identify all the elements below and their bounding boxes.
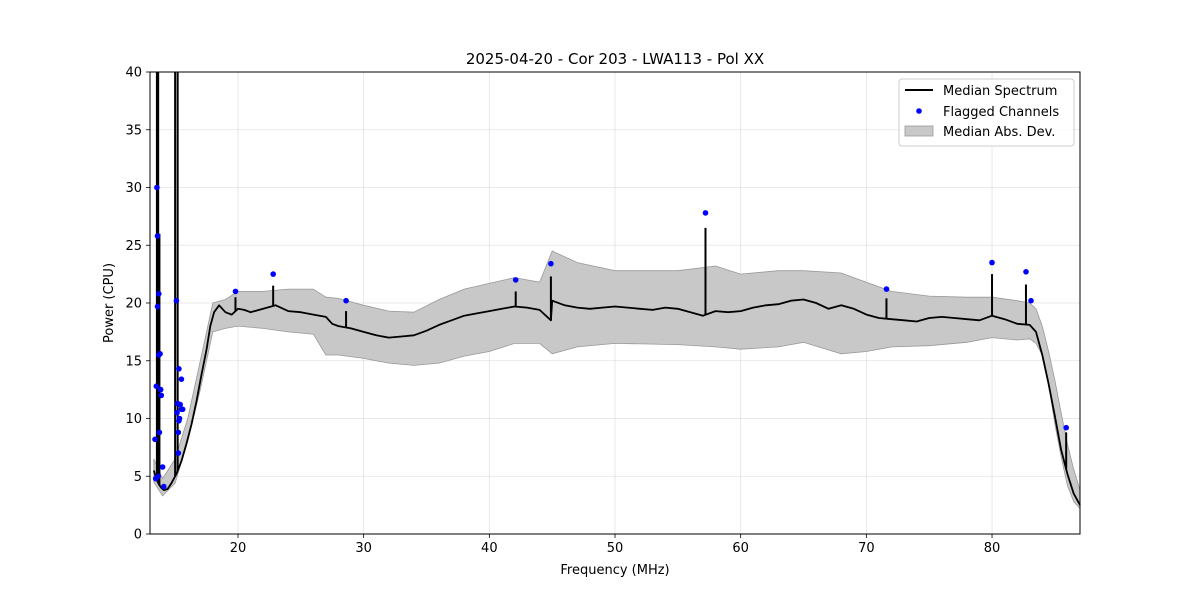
y-tick-label: 0 <box>134 528 142 543</box>
x-axis-label: Frequency (MHz) <box>560 563 669 578</box>
flagged-channels <box>152 184 1069 490</box>
legend-mad-label: Median Abs. Dev. <box>943 125 1055 140</box>
flagged-channel-point <box>232 288 239 295</box>
flagged-channel-point <box>175 450 182 456</box>
flagged-channel-point <box>157 386 164 393</box>
flagged-channel-point <box>343 297 349 304</box>
flagged-channel-point <box>177 401 183 408</box>
flagged-channel-point <box>154 303 161 310</box>
flagged-channel-point <box>173 297 180 304</box>
flagged-channel-point <box>512 277 519 283</box>
axis-ticks: 20 30 40 50 60 70 80 0 5 10 15 20 25 30 35 40 <box>125 66 1000 557</box>
y-tick-label: 25 <box>125 239 142 254</box>
flagged-channel-point <box>270 271 277 277</box>
legend-flagged-label: Flagged Channels <box>943 105 1059 120</box>
x-tick-label: 80 <box>984 541 1001 556</box>
flagged-channel-point <box>159 464 166 470</box>
flagged-channel-point <box>176 366 182 372</box>
flagged-channel-point <box>154 184 160 191</box>
flagged-channel-point <box>1028 297 1034 304</box>
y-tick-label: 15 <box>125 354 142 369</box>
legend-median-label: Median Spectrum <box>943 84 1057 99</box>
y-tick-label: 5 <box>134 470 142 485</box>
x-tick-label: 70 <box>858 541 875 556</box>
flagged-channel-point <box>157 351 163 357</box>
flagged-channel-point <box>161 483 167 490</box>
legend-mad-swatch <box>904 125 934 137</box>
x-tick-label: 50 <box>607 541 624 556</box>
flagged-channel-point <box>883 286 890 292</box>
flagged-channel-point <box>153 383 160 390</box>
y-tick-label: 40 <box>125 66 142 81</box>
y-tick-label: 10 <box>125 412 142 427</box>
flagged-channel-point <box>989 259 995 266</box>
flagged-channel-point <box>1063 424 1069 431</box>
flagged-channel-point <box>178 376 185 383</box>
y-tick-label: 20 <box>125 297 142 312</box>
flagged-channel-point <box>175 429 182 436</box>
flagged-channel-point <box>174 409 180 416</box>
flagged-channel-point <box>176 418 182 424</box>
median-spectrum <box>152 72 1081 506</box>
x-tick-label: 30 <box>355 541 372 556</box>
flagged-channel-point <box>155 473 161 480</box>
x-tick-label: 60 <box>732 541 749 556</box>
flagged-channel-point <box>156 291 162 297</box>
flagged-channel-point <box>1023 269 1029 275</box>
chart-title: 2025-04-20 - Cor 203 - LWA113 - Pol XX <box>466 50 764 68</box>
flagged-channel-point <box>156 429 163 436</box>
flagged-channel-point <box>152 436 158 443</box>
flagged-channel-point <box>154 233 161 239</box>
flagged-channel-point <box>158 392 165 399</box>
y-tick-label: 35 <box>125 123 142 138</box>
legend: Median Spectrum Flagged Channels Median … <box>898 78 1075 147</box>
flagged-channel-point <box>548 260 554 267</box>
y-axis-label: Power (CPU) <box>102 263 117 343</box>
y-tick-label: 30 <box>125 181 142 196</box>
flagged-channel-point <box>702 210 709 216</box>
legend-flagged-swatch <box>916 108 922 114</box>
legend-box <box>898 78 1075 147</box>
x-tick-label: 40 <box>481 541 498 556</box>
flagged-channel-point <box>179 406 186 413</box>
x-tick-label: 20 <box>230 541 247 556</box>
